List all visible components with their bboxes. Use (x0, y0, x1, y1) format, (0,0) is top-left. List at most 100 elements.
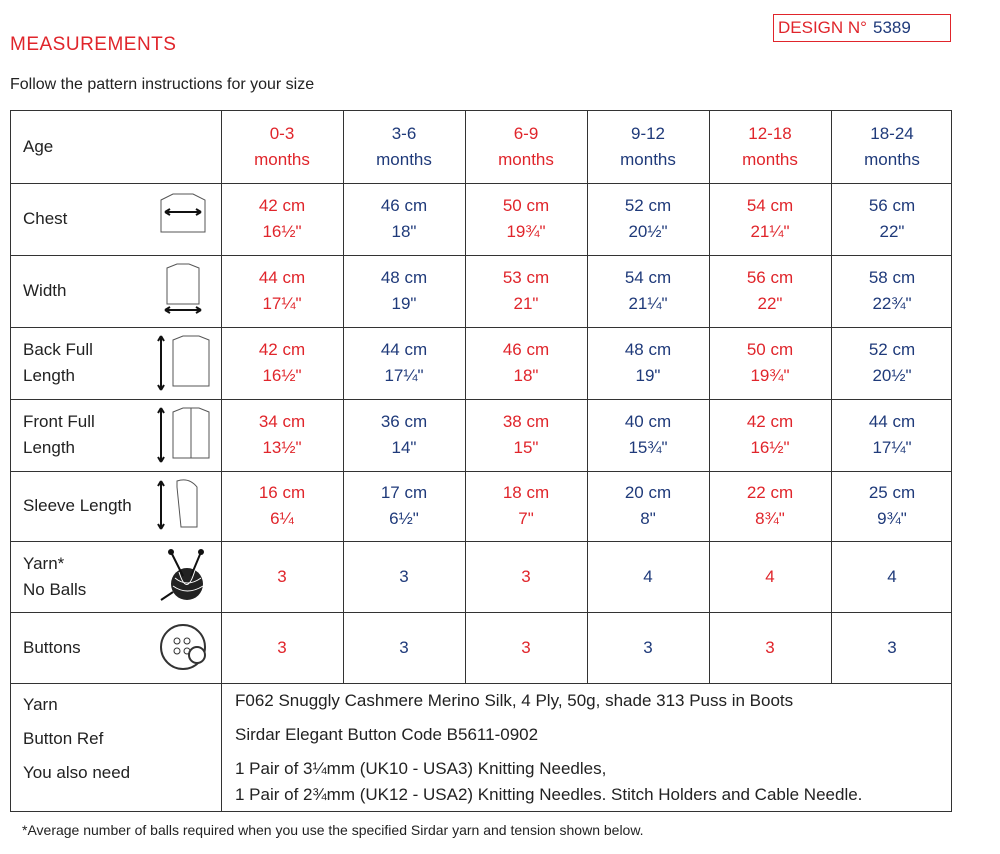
intro: Follow the pattern instructions for your… (10, 76, 315, 93)
size-cell: 53 cm 21" (465, 255, 587, 327)
row-line (11, 541, 951, 542)
column-line (465, 111, 466, 683)
icon (164, 263, 202, 314)
value-line: 46 cm (380, 196, 428, 215)
icon (160, 193, 206, 233)
value-line: 18" (391, 222, 417, 241)
size-cell: 4 (831, 541, 953, 612)
header-line: 12-18 (748, 124, 792, 143)
row-line (11, 255, 951, 256)
header-line: months (620, 150, 676, 169)
value-line: 3 (643, 637, 653, 657)
row-icon (153, 262, 215, 325)
design-number: 5389 (872, 18, 911, 37)
value-line: 18 cm (502, 483, 550, 502)
size-cell: 3 (343, 541, 465, 612)
value-line: 20½" (628, 222, 668, 241)
size-cell: 44 cm 17¼" (831, 399, 953, 471)
value-line: 16½" (262, 366, 302, 385)
value-line: 3 (277, 566, 287, 586)
value-line: 19¾" (750, 366, 790, 385)
row-label: Width (11, 255, 151, 327)
value-line: 19¾" (506, 222, 546, 241)
icon (157, 335, 210, 391)
size-cell: 22 cm 8¾" (709, 471, 831, 541)
row-icon (153, 619, 215, 682)
column-line (709, 111, 710, 683)
label-line: Front Full (23, 412, 95, 431)
value-line: 15" (513, 438, 539, 457)
corner-cell: Age (23, 137, 54, 156)
value-line: 17¼" (262, 294, 302, 313)
size-cell: 36 cm 14" (343, 399, 465, 471)
value-line: 42 cm (746, 412, 794, 431)
value-line: 22" (757, 294, 783, 313)
column-line (221, 111, 222, 811)
design-box: DESIGN N° 5389 (773, 14, 951, 42)
value-line: 36 cm (380, 412, 428, 431)
row-icon (153, 548, 215, 611)
label-line: Back Full (23, 340, 93, 359)
label-line: Length (23, 366, 75, 385)
size-cell: 56 cm 22" (709, 255, 831, 327)
header-line: 18-24 (870, 124, 914, 143)
size-cell: 48 cm 19" (587, 327, 709, 399)
value-line: 14" (391, 438, 417, 457)
icon (157, 479, 198, 530)
footer-value: Sirdar Elegant Button Code B5611-0902 (235, 725, 539, 744)
size-cell: 56 cm 22" (831, 183, 953, 255)
value-line: 3 (399, 566, 409, 586)
value-line: 56 cm (868, 196, 916, 215)
row-line (11, 471, 951, 472)
value-line: 52 cm (624, 196, 672, 215)
value-line: 50 cm (746, 340, 794, 359)
size-cell: 58 cm 22¾" (831, 255, 953, 327)
value-line: 3 (887, 637, 897, 657)
size-cell: 46 cm 18" (343, 183, 465, 255)
column-line (831, 111, 832, 683)
size-cell: 3 (831, 612, 953, 683)
row-line (11, 399, 951, 400)
size-cell: 3 (465, 541, 587, 612)
value-line: 42 cm (258, 340, 306, 359)
size-cell: 17 cm 6½" (343, 471, 465, 541)
value-line: 6½" (389, 509, 419, 528)
row-icon (153, 406, 215, 469)
value-line: 20½" (872, 366, 912, 385)
size-cell: 48 cm 19" (343, 255, 465, 327)
row-label: Back Full Length (11, 327, 151, 399)
value-line: 15¾" (628, 438, 668, 457)
size-cell: 3 (465, 612, 587, 683)
value-line: 38 cm (502, 412, 550, 431)
size-cell: 50 cm 19¾" (465, 183, 587, 255)
icon (160, 623, 206, 670)
value-line: 22" (879, 222, 905, 241)
value-line: 16½" (750, 438, 790, 457)
value-line: 48 cm (380, 268, 428, 287)
header-line: months (254, 150, 310, 169)
column-header: 0-3 months (221, 111, 343, 183)
label-line: Buttons (23, 637, 81, 657)
size-cell: 3 (709, 612, 831, 683)
value-line: 7" (518, 509, 534, 528)
value-line: 34 cm (258, 412, 306, 431)
column-line (343, 111, 344, 683)
footer-value: F062 Snuggly Cashmere Merino Silk, 4 Ply… (235, 691, 794, 710)
header-line: 6-9 (513, 124, 539, 143)
value-line: 22¾" (872, 294, 912, 313)
column-header: 3-6 months (343, 111, 465, 183)
column-header: 9-12 months (587, 111, 709, 183)
header-line: 0-3 (269, 124, 295, 143)
size-cell: 4 (587, 541, 709, 612)
value-line: 8" (640, 509, 656, 528)
column-header: 12-18 months (709, 111, 831, 183)
size-cell: 3 (221, 612, 343, 683)
size-cell: 52 cm 20½" (831, 327, 953, 399)
row-label: Yarn* No Balls (11, 541, 151, 612)
column-header: 6-9 months (465, 111, 587, 183)
header-line: 9-12 (630, 124, 666, 143)
size-cell: 42 cm 16½" (221, 327, 343, 399)
value-line: 22 cm (746, 483, 794, 502)
value-line: 17¼" (872, 438, 912, 457)
size-cell: 3 (587, 612, 709, 683)
